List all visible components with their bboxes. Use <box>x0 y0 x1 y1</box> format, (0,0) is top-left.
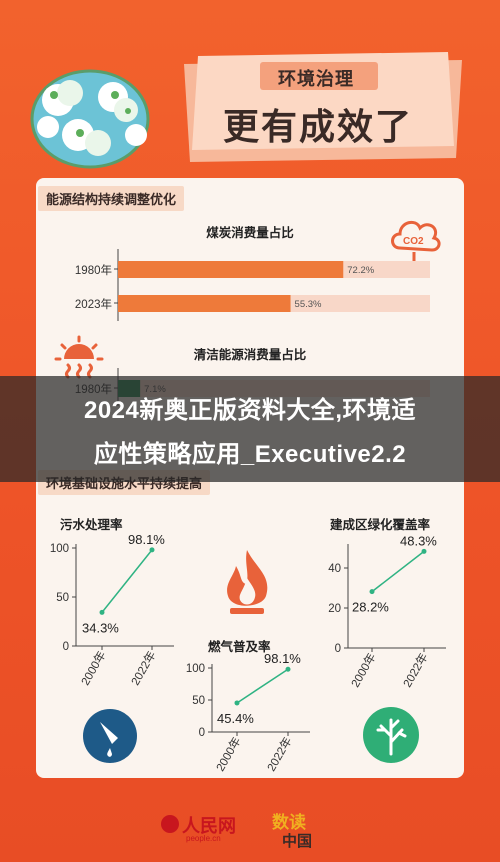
line-data-label: 48.3% <box>400 533 437 548</box>
line-y-tick-label: 100 <box>50 543 69 555</box>
line-data-label: 34.3% <box>82 620 119 635</box>
title-banner: 环境治理 更有成效了 <box>178 50 468 168</box>
line-series <box>101 549 153 613</box>
bar <box>118 295 291 312</box>
banner-line1: 环境治理 <box>278 69 354 89</box>
caption-line2: 应性策略应用_Executive2.2 <box>93 441 407 468</box>
line-data-label: 98.1% <box>264 651 301 666</box>
line-x-tick-label: 2022年 <box>264 735 295 774</box>
line-point <box>285 666 291 672</box>
chart-title-coal: 煤炭消费量占比 <box>206 226 294 240</box>
people-logo-icon <box>161 815 179 833</box>
line-series <box>236 668 289 704</box>
section1-title: 能源结构持续调整优化 <box>38 186 185 211</box>
shudu-logo-bottom: 中国 <box>282 833 313 850</box>
bar-category-label: 1980年 <box>75 263 112 277</box>
line-x-tick-label: 2000年 <box>213 735 244 774</box>
water-drop-icon <box>83 709 137 763</box>
line-series <box>371 550 425 593</box>
flame-icon <box>227 550 268 614</box>
line-y-tick-label: 50 <box>192 695 205 707</box>
bar <box>118 261 344 278</box>
line-y-tick-label: 50 <box>56 592 69 604</box>
bar-value-label: 55.3% <box>295 299 322 310</box>
bar-value-label: 72.2% <box>347 265 374 276</box>
tree-icon <box>363 707 419 763</box>
footer: 人民网 people.cn 数读 中国 <box>0 800 500 862</box>
chart-title-gas: 燃气普及率 <box>208 640 271 654</box>
caption-overlay: 2024新奥正版资料大全,环境适 应性策略应用_Executive2.2 <box>0 376 500 482</box>
line-y-tick-label: 20 <box>328 603 341 615</box>
line-x-tick-label: 2000年 <box>78 649 109 688</box>
line-point <box>421 548 427 554</box>
line-y-tick-label: 0 <box>63 641 69 653</box>
shudu-logo-top: 数读 <box>272 813 306 832</box>
sun-heat-icon <box>54 335 104 379</box>
line-y-tick-label: 0 <box>335 643 341 655</box>
line-y-tick-label: 100 <box>186 663 205 675</box>
people-logo-sub: people.cn <box>186 834 221 843</box>
line-point <box>149 547 155 553</box>
chart-title-green: 建成区绿化覆盖率 <box>330 518 431 532</box>
line-x-tick-label: 2022年 <box>128 649 159 688</box>
chart-title-clean: 清洁能源消费量占比 <box>193 348 307 362</box>
bar-category-label: 2023年 <box>75 297 112 311</box>
caption-line1: 2024新奥正版资料大全,环境适 <box>83 397 417 424</box>
line-y-tick-label: 40 <box>328 563 341 575</box>
chart-title-sewage: 污水处理率 <box>60 518 123 532</box>
people-logo: 人民网 <box>182 816 236 836</box>
line-data-label: 45.4% <box>217 711 254 726</box>
line-point <box>99 609 105 615</box>
line-x-tick-label: 2022年 <box>400 651 431 690</box>
line-point <box>234 700 240 706</box>
globe-illustration <box>30 69 150 169</box>
line-point <box>369 589 375 595</box>
line-data-label: 28.2% <box>352 600 389 615</box>
line-x-tick-label: 2000年 <box>348 651 379 690</box>
banner-line2: 更有成效了 <box>223 106 414 147</box>
banner-shape <box>184 52 462 162</box>
line-data-label: 98.1% <box>128 532 165 547</box>
line-y-tick-label: 0 <box>199 727 205 739</box>
co2-cloud-icon: CO2 <box>391 220 441 262</box>
co2-label: CO2 <box>403 236 424 247</box>
